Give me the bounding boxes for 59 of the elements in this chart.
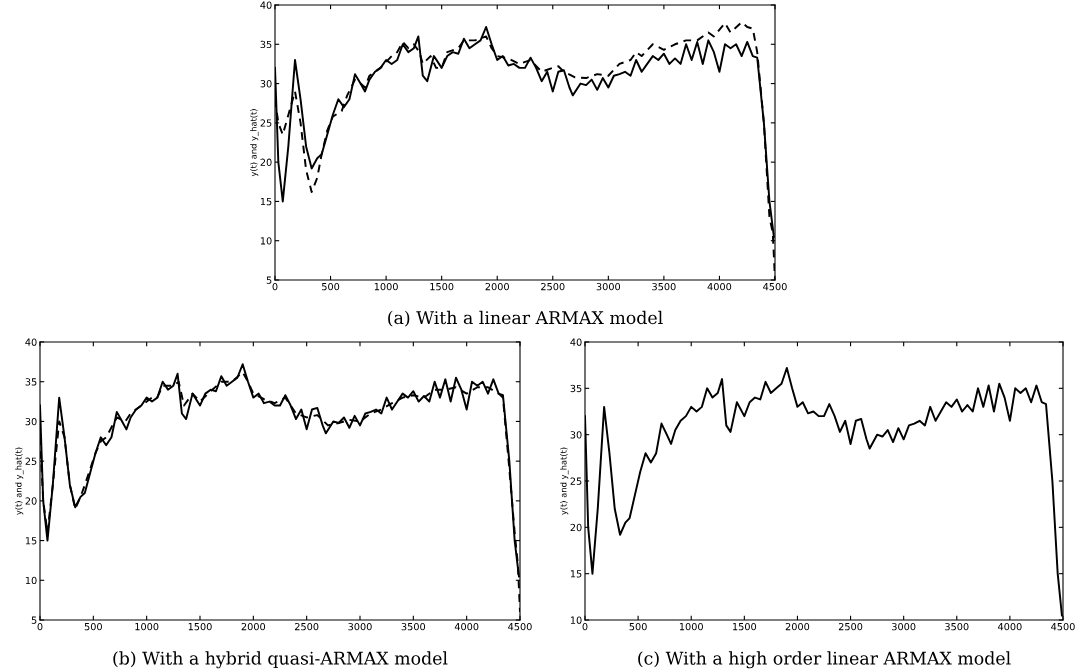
x-tick-label: 0 bbox=[582, 622, 588, 631]
y-tick-label: 25 bbox=[25, 457, 37, 465]
y-tick-label: 40 bbox=[260, 1, 272, 9]
x-tick-label: 500 bbox=[322, 282, 340, 291]
x-tick-label: 3500 bbox=[652, 282, 676, 291]
x-tick-label: 500 bbox=[629, 622, 647, 631]
x-tick-label: 3500 bbox=[401, 622, 426, 631]
y-tick-label: 25 bbox=[260, 119, 272, 127]
y-tick-label: 30 bbox=[570, 431, 582, 439]
x-tick-label: 1500 bbox=[188, 622, 212, 631]
x-tick-label: 3500 bbox=[945, 622, 969, 631]
y-tick-label: 5 bbox=[31, 616, 37, 624]
x-tick-label: 4000 bbox=[707, 282, 732, 291]
x-tick-label: 2500 bbox=[541, 282, 565, 291]
y-tick-label: 20 bbox=[25, 497, 37, 505]
x-tick-label: 3000 bbox=[596, 282, 621, 291]
y-axis-title: y(t) and y_hat(t) bbox=[15, 447, 24, 515]
x-tick-label: 2000 bbox=[785, 622, 810, 631]
x-tick-label: 1500 bbox=[733, 622, 757, 631]
y-tick-label: 10 bbox=[260, 237, 272, 245]
y-axis-title: y(t) and y_hat(t) bbox=[560, 447, 569, 515]
x-tick-label: 2500 bbox=[838, 622, 863, 631]
x-tick-label: 4000 bbox=[454, 622, 479, 631]
x-tick-label: 4500 bbox=[763, 282, 787, 291]
x-tick-label: 1000 bbox=[374, 282, 398, 291]
y-tick-label: 5 bbox=[266, 276, 272, 284]
y-tick-label: 35 bbox=[260, 40, 272, 49]
x-tick-label: 3000 bbox=[348, 622, 372, 631]
text: (b) With a hybrid quasi-ARMAX model bbox=[113, 651, 448, 669]
y-tick-label: 10 bbox=[25, 576, 37, 585]
y-tick-label: 15 bbox=[260, 198, 272, 206]
y-tick-label: 30 bbox=[25, 417, 37, 426]
y-tick-label: 25 bbox=[570, 477, 582, 485]
y-tick-label: 35 bbox=[25, 378, 37, 386]
x-tick-label: 500 bbox=[84, 622, 102, 631]
y-tick-label: 35 bbox=[570, 384, 582, 393]
y-tick-label: 20 bbox=[260, 158, 272, 166]
x-tick-label: 4500 bbox=[508, 622, 532, 631]
x-tick-label: 0 bbox=[37, 622, 43, 631]
y-tick-label: 40 bbox=[570, 338, 582, 346]
x-tick-label: 2000 bbox=[485, 282, 509, 291]
y-tick-label: 15 bbox=[570, 570, 582, 578]
x-tick-label: 3000 bbox=[892, 622, 916, 631]
x-tick-label: 4000 bbox=[997, 622, 1022, 631]
x-tick-label: 0 bbox=[272, 282, 278, 291]
x-tick-label: 1000 bbox=[135, 622, 159, 631]
x-tick-label: 1500 bbox=[430, 282, 454, 291]
y-tick-label: 20 bbox=[570, 523, 582, 532]
y-tick-label: 15 bbox=[25, 537, 37, 545]
x-tick-label: 2500 bbox=[295, 622, 319, 631]
x-tick-label: 4500 bbox=[1051, 622, 1075, 631]
y-tick-label: 10 bbox=[570, 616, 582, 624]
x-tick-label: 1000 bbox=[679, 622, 703, 631]
x-tick-label: 2000 bbox=[241, 622, 266, 631]
y-tick-label: 30 bbox=[260, 80, 272, 88]
y-axis-title: y(t) and y_hat(t) bbox=[250, 109, 259, 177]
text: (a) With a linear ARMAX model bbox=[388, 310, 663, 327]
y-tick-label: 40 bbox=[25, 338, 37, 346]
text: (c) With a high order linear ARMAX model bbox=[638, 651, 1011, 669]
